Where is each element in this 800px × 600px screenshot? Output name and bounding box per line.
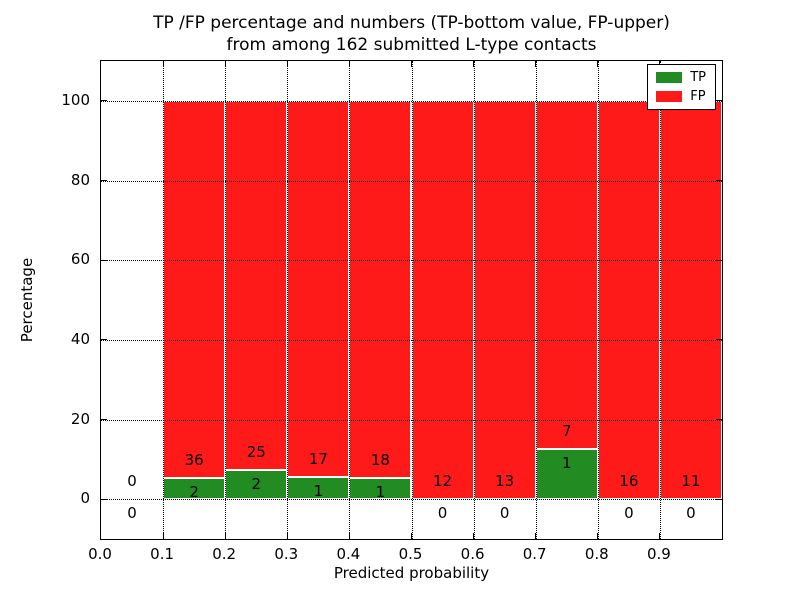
x-tick-bottom: [535, 533, 537, 539]
grid-line-vertical: [349, 61, 351, 539]
chart-title-line2: from among 162 submitted L-type contacts: [226, 35, 597, 55]
y-tick-right: [716, 498, 722, 500]
bar-fp: [659, 100, 722, 500]
y-tick-left: [101, 339, 107, 341]
y-tick-label: 80: [70, 170, 90, 189]
grid-line-vertical: [163, 61, 165, 539]
fp-swatch-icon: [656, 91, 683, 102]
y-tick-right: [716, 259, 722, 261]
x-tick-bottom: [162, 533, 164, 539]
x-tick-label: 0.4: [336, 545, 361, 563]
legend-label: TP: [690, 70, 706, 85]
y-tick-left: [101, 419, 107, 420]
x-tick-bottom: [286, 533, 288, 539]
tp-count-label: 0: [499, 504, 510, 523]
tp-count-label: 0: [437, 504, 448, 523]
x-tick-top: [162, 61, 164, 67]
y-tick-label: 0: [80, 489, 90, 508]
x-tick-top: [535, 61, 537, 67]
fp-count-label: 13: [495, 472, 515, 491]
y-tick-left: [101, 180, 107, 181]
grid-line-vertical: [411, 61, 413, 539]
x-axis-label: Predicted probability: [333, 564, 490, 582]
x-tick-top: [224, 61, 226, 67]
y-tick-left: [101, 498, 107, 500]
tp-count-label: 1: [375, 483, 386, 502]
legend-label: FP: [690, 89, 706, 104]
bar-tp: [225, 469, 288, 500]
bar-fp: [225, 100, 288, 470]
plot-area: TP FP 0 0 36 2 25 2 17 1 18 1 12 0 13 0 7 1 16 0 11 0: [100, 60, 723, 540]
x-tick-label: 0.2: [212, 545, 237, 563]
tp-count-label: 2: [251, 474, 261, 493]
x-tick-bottom: [348, 533, 350, 539]
x-tick-label: 0.5: [398, 545, 423, 563]
x-tick-bottom: [411, 533, 412, 539]
chart-title: TP /FP percentage and numbers (TP-bottom…: [100, 12, 723, 56]
bar-fp: [349, 100, 412, 479]
grid-line-vertical: [535, 61, 537, 539]
x-tick-label: 0.9: [646, 545, 671, 563]
grid-line-vertical: [597, 61, 599, 539]
fp-count-label: 12: [433, 472, 453, 491]
x-tick-top: [286, 61, 288, 67]
legend: TP FP: [647, 64, 716, 110]
y-tick-label: 100: [61, 90, 90, 109]
tp-count-label: 0: [127, 504, 137, 523]
tp-count-label: 0: [686, 504, 696, 523]
x-tick-top: [348, 61, 350, 67]
y-tick-right: [716, 419, 722, 420]
y-tick-right: [716, 339, 722, 341]
bar-fp: [473, 100, 536, 500]
grid-line-vertical: [659, 61, 661, 539]
fp-count-label: 0: [127, 472, 137, 491]
tp-count-label: 1: [313, 482, 324, 501]
bar-fp: [535, 100, 598, 450]
y-tick-label: 60: [70, 250, 90, 269]
tp-count-label: 1: [561, 454, 572, 473]
legend-item: TP: [656, 71, 706, 84]
bar-fp: [287, 100, 350, 478]
fp-count-label: 16: [619, 472, 639, 491]
tp-swatch-icon: [656, 72, 683, 83]
bar-fp: [163, 100, 226, 479]
x-tick-label: 0.1: [150, 545, 175, 563]
x-tick-top: [597, 61, 599, 67]
y-tick-left: [101, 100, 107, 102]
fp-count-label: 18: [370, 451, 390, 470]
x-tick-top: [411, 61, 412, 67]
x-tick-bottom: [659, 533, 661, 539]
x-tick-label: 0.6: [460, 545, 485, 563]
tp-count-label: 0: [624, 504, 634, 523]
legend-item: FP: [656, 90, 706, 103]
x-tick-label: 0.8: [584, 545, 609, 563]
y-tick-label: 20: [70, 409, 90, 428]
x-tick-bottom: [597, 533, 599, 539]
fp-count-label: 11: [681, 472, 701, 491]
fp-count-label: 25: [246, 442, 266, 461]
tp-count-label: 2: [189, 483, 199, 502]
grid-line-vertical: [473, 61, 475, 539]
bar-fp: [597, 100, 660, 500]
fp-count-label: 36: [184, 451, 204, 470]
x-tick-label: 0.7: [522, 545, 547, 563]
y-tick-left: [101, 259, 107, 261]
x-tick-top: [473, 61, 475, 67]
x-tick-label: 0.0: [88, 545, 112, 563]
fp-count-label: 17: [308, 450, 328, 469]
grid-line-vertical: [287, 61, 289, 539]
x-tick-bottom: [473, 533, 475, 539]
x-tick-bottom: [224, 533, 226, 539]
y-tick-right: [716, 180, 722, 181]
y-tick-label: 40: [70, 329, 90, 348]
y-tick-right: [716, 100, 722, 102]
chart-title-line1: TP /FP percentage and numbers (TP-bottom…: [153, 13, 670, 33]
x-tick-label: 0.3: [274, 545, 299, 563]
grid-line-vertical: [225, 61, 227, 539]
bar-fp: [411, 100, 474, 500]
fp-count-label: 7: [561, 422, 572, 441]
